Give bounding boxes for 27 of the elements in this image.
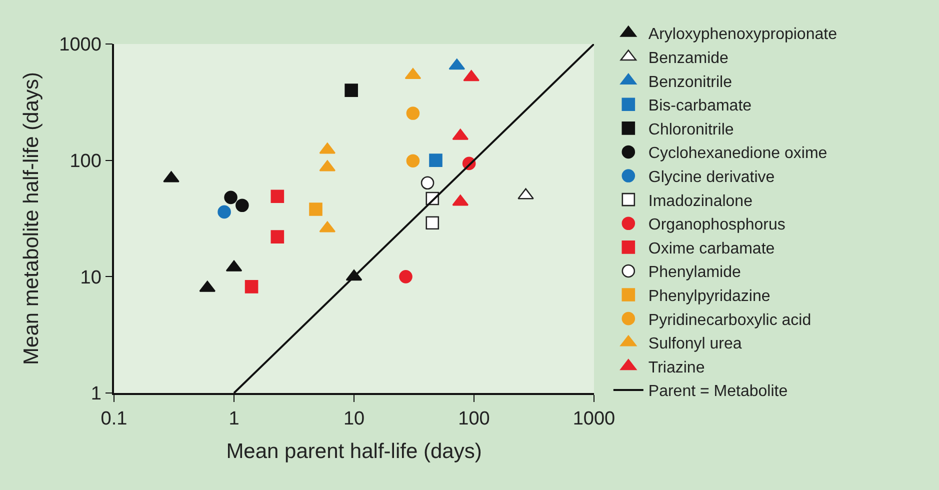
x-axis-title: Mean parent half-life (days) (226, 440, 482, 464)
x-tick-label: 10 (343, 408, 365, 430)
x-tick-label: 1 (228, 408, 240, 430)
legend-label: Benzonitrile (648, 74, 732, 91)
legend-label: Benzamide (648, 50, 729, 68)
y-axis-title: Mean metabolite half-life (days) (20, 72, 43, 365)
y-tick-label: 1000 (59, 34, 102, 56)
legend-label: Triazine (648, 359, 705, 376)
y-tick-label: 1 (90, 384, 102, 405)
legend-label: Phenylamide (648, 264, 741, 282)
legend-label: Phenylpyridazine (648, 288, 770, 306)
legend-label: Sulfonyl urea (648, 336, 742, 353)
legend-label: Pyridinecarboxylic acid (648, 312, 812, 329)
legend-label: Chloronitrile (648, 121, 734, 138)
y-tick-label: 10 (80, 267, 102, 288)
x-tick-label: 0.1 (100, 408, 128, 430)
legend-label: Organophosphorus (648, 216, 786, 234)
x-tick-label: 1000 (572, 408, 616, 430)
legend-label: Cyclohexanedione oxime (648, 145, 828, 162)
legend-label: Aryloxyphenoxypropionate (648, 26, 838, 44)
legend-label: Bis-carbamate (648, 98, 752, 115)
y-tick-label: 100 (70, 150, 102, 172)
legend-label: Oxime carbamate (648, 240, 775, 258)
legend-label: Glycine derivative (648, 169, 775, 186)
legend-label: Imadozinalone (648, 192, 753, 210)
legend-label: Parent = Metabolite (648, 383, 788, 400)
x-tick-label: 100 (458, 408, 490, 430)
